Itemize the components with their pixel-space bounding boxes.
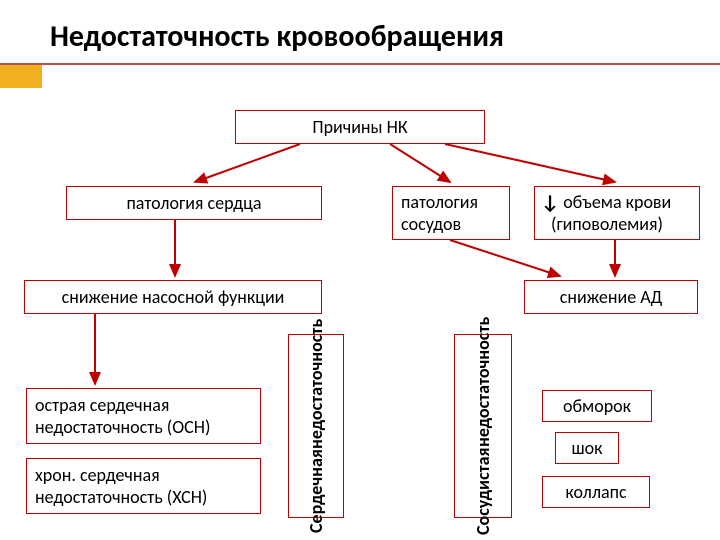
box-bp-label: снижение АД xyxy=(560,286,663,308)
box-volume: ↓ объема крови (гиповолемия) xyxy=(534,186,700,240)
box-osn-l2: недостаточность (ОСН) xyxy=(35,416,210,438)
down-arrow-icon: ↓ xyxy=(541,193,559,213)
box-faint-label: обморок xyxy=(563,395,631,417)
vascular-l1: Сосудистая xyxy=(472,447,494,534)
box-root: Причины НК xyxy=(235,110,485,144)
box-osn-l1: острая сердечная xyxy=(35,394,169,416)
box-shock-label: шок xyxy=(572,437,603,459)
box-pump-label: снижение насосной функции xyxy=(62,286,285,308)
cardiac-l2: недостаточность xyxy=(305,319,327,449)
box-vascular-insufficiency: Сосудистая недостаточность xyxy=(454,334,512,518)
title-underline xyxy=(0,63,720,65)
box-hsn: хрон. сердечная недостаточность (ХСН) xyxy=(26,458,261,514)
arrow-root-volume xyxy=(445,144,615,182)
box-pump: снижение насосной функции xyxy=(24,280,322,314)
box-bp: снижение АД xyxy=(524,280,698,314)
accent-bar xyxy=(0,64,42,88)
box-volume-l1: ↓ объема крови xyxy=(541,191,671,214)
box-vessel-l2: сосудов xyxy=(401,213,461,235)
box-volume-l2: (гиповолемия) xyxy=(541,213,663,235)
box-hsn-l1: хрон. сердечная xyxy=(35,464,160,486)
vascular-l2: недостаточность xyxy=(472,317,494,447)
box-root-label: Причины НК xyxy=(312,116,407,138)
box-collapse-label: коллапс xyxy=(565,481,626,503)
box-cardiac-insufficiency: Сердечная недостаточность xyxy=(288,334,344,518)
box-collapse: коллапс xyxy=(542,476,650,508)
box-volume-l1-text: объема крови xyxy=(563,191,671,213)
box-osn: острая сердечная недостаточность (ОСН) xyxy=(26,388,261,444)
box-faint: обморок xyxy=(542,390,652,422)
box-shock: шок xyxy=(555,432,619,464)
arrow-vessel-bp xyxy=(450,240,560,276)
box-hsn-l2: недостаточность (ХСН) xyxy=(35,486,207,508)
box-heart-pathology: патология сердца xyxy=(66,186,322,220)
box-vessel-pathology: патология сосудов xyxy=(392,186,510,240)
arrow-root-vessel xyxy=(390,144,450,182)
cardiac-l1: Сердечная xyxy=(305,449,327,533)
arrow-root-heart xyxy=(195,144,300,182)
box-vessel-l1: патология xyxy=(401,191,478,213)
page-title: Недостаточность кровообращения xyxy=(50,18,504,55)
box-heart-label: патология сердца xyxy=(126,192,261,214)
